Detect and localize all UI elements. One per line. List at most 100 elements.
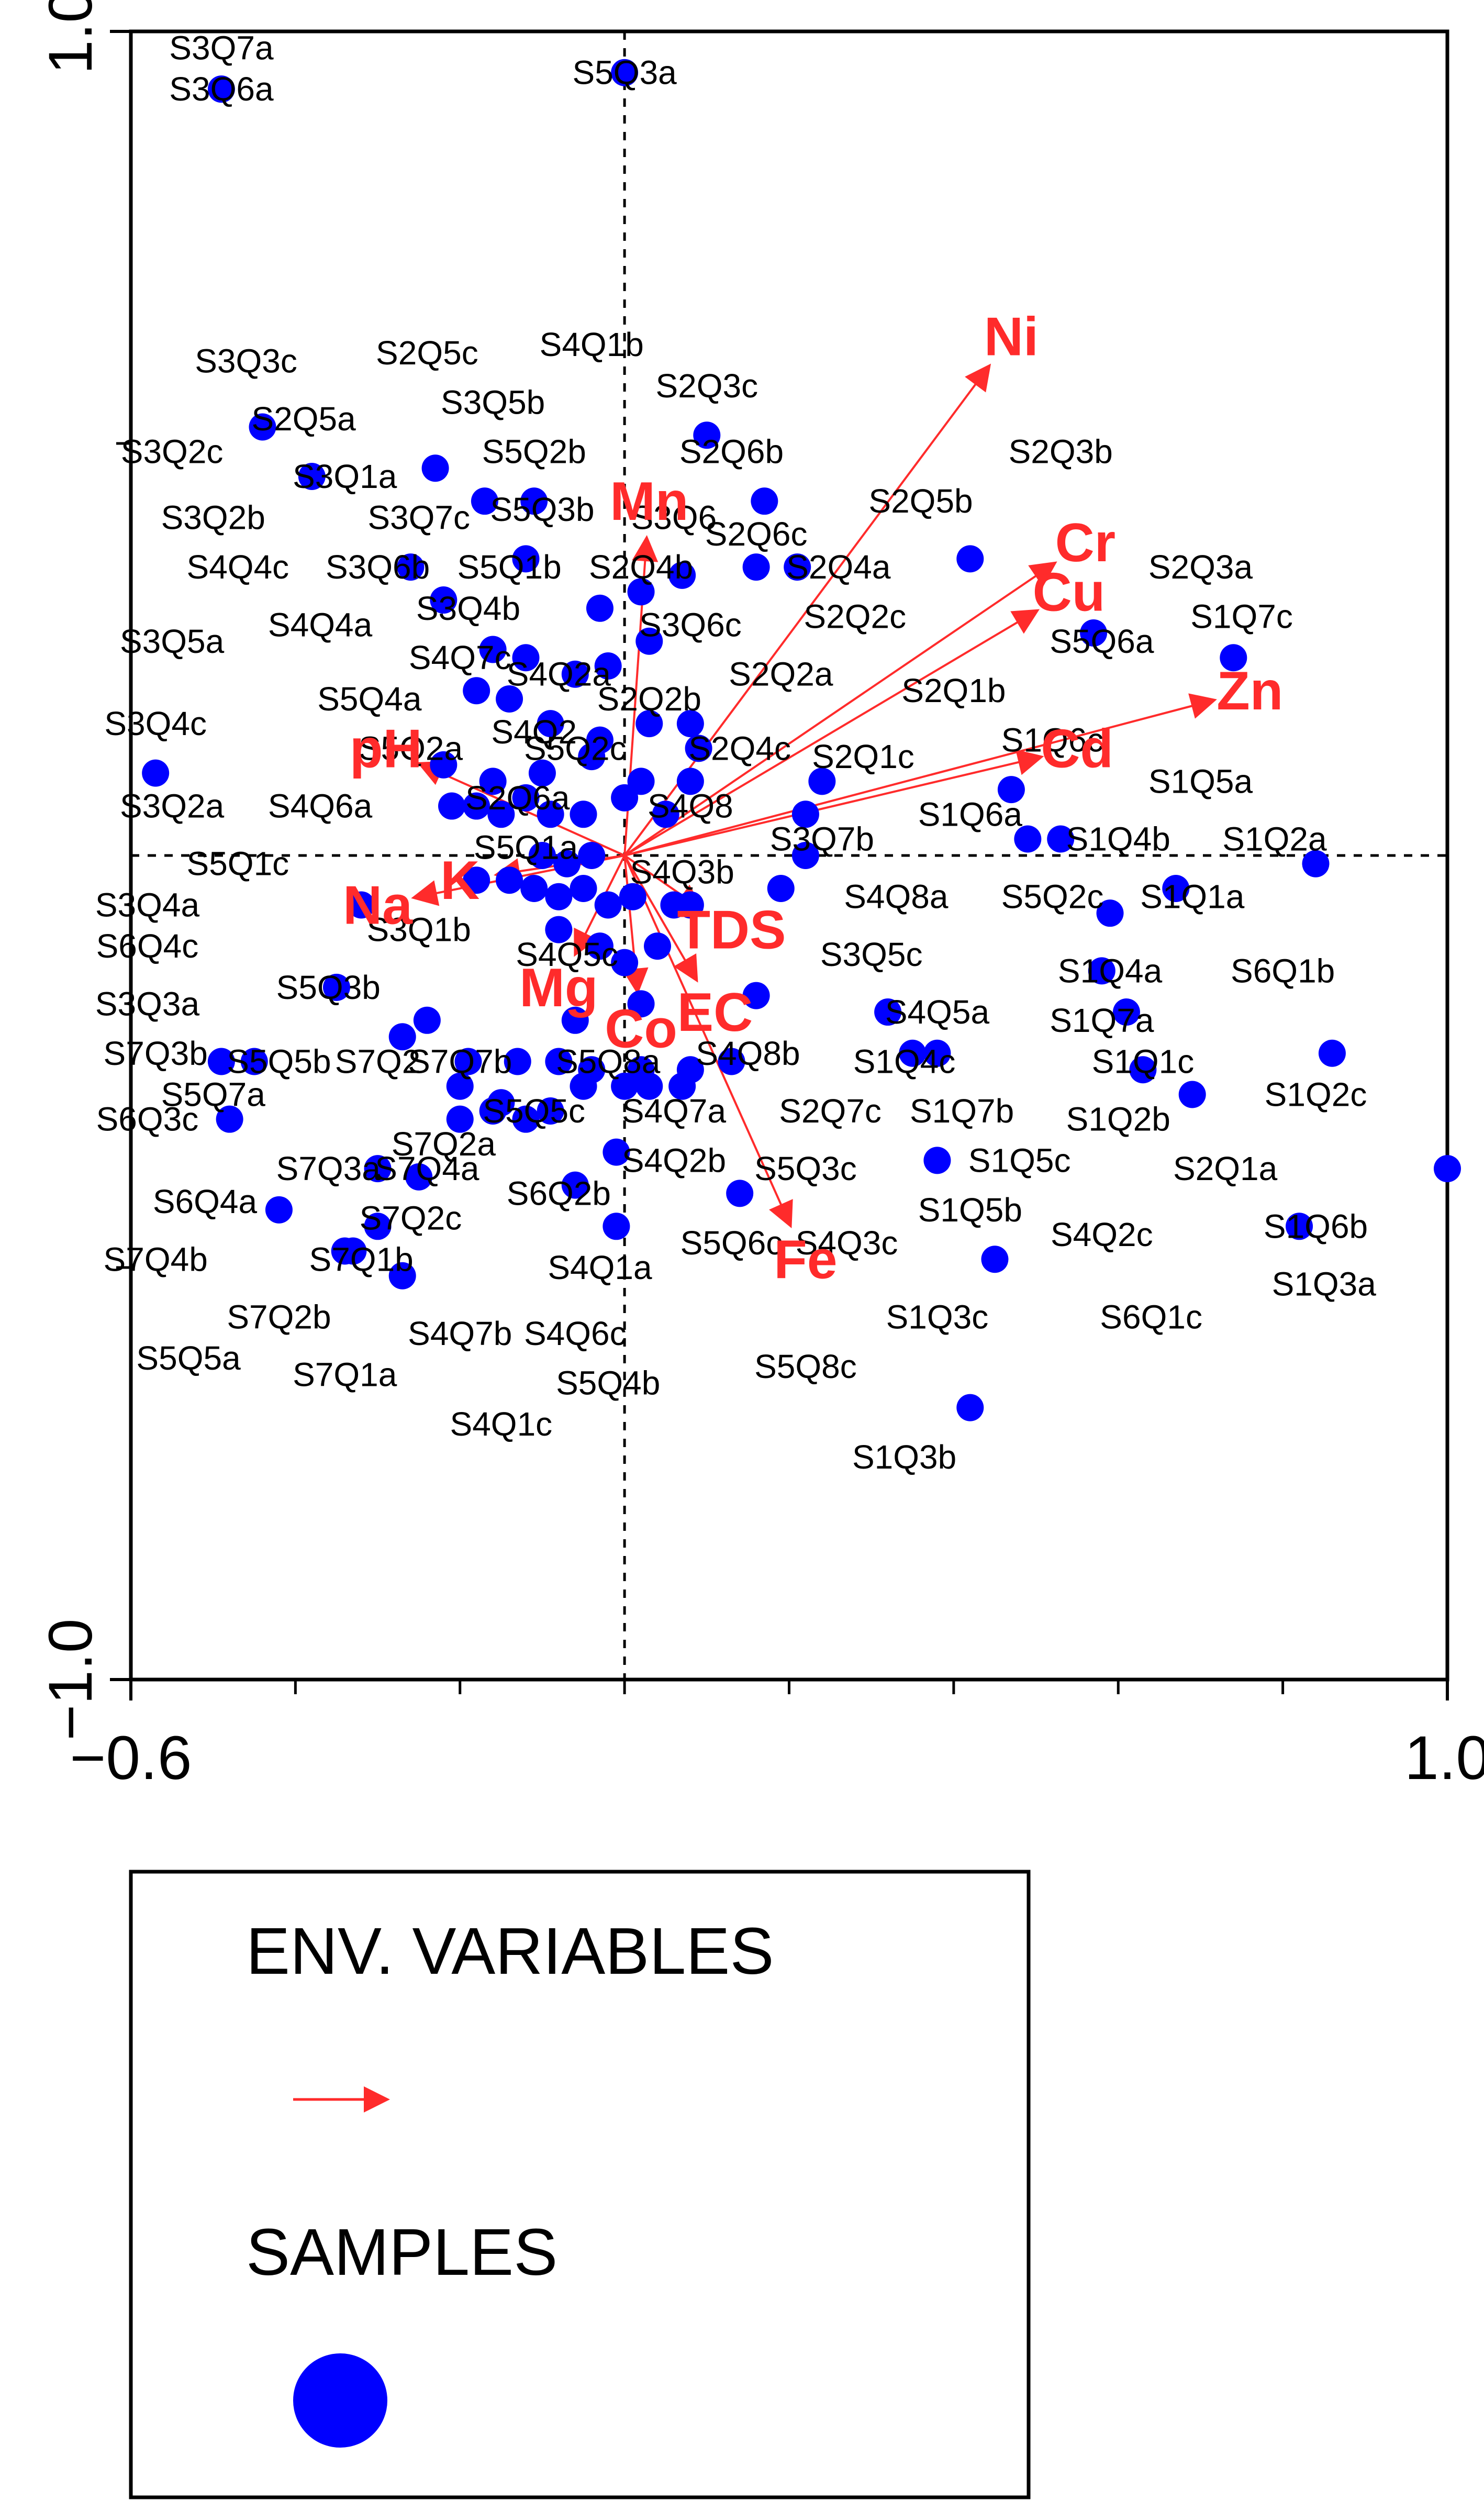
sample-label-s4q4a: S4Q4a — [268, 606, 373, 643]
env-arrow-ec — [623, 854, 698, 983]
sample-label-s4q8a: S4Q8a — [844, 878, 949, 916]
sample-label-s5q2c: S5Q2c — [1001, 878, 1104, 916]
env-arrow-zn — [624, 693, 1217, 857]
sample-label-s2q2c: S2Q2c — [804, 598, 906, 636]
sample-point — [322, 973, 350, 1001]
sample-point — [388, 1262, 416, 1290]
sample-point — [956, 1394, 984, 1421]
sample-label-s5q3b: S5Q3b — [490, 491, 594, 528]
sample-point — [627, 990, 655, 1018]
sample-point — [578, 842, 606, 869]
sample-label-s2q3c: S2Q3c — [655, 367, 758, 405]
sample-label-s4q2c: S4Q2c — [1051, 1216, 1153, 1253]
sample-label-s2q6c: S2Q6c — [705, 515, 808, 553]
sample-label-s4q2b: S4Q2b — [622, 1141, 726, 1179]
sample-label-s1q2c: S1Q2c — [1265, 1075, 1367, 1113]
sample-point — [207, 1048, 235, 1075]
sample-label-s7q2a: S7Q2a — [392, 1125, 496, 1163]
sample-point — [619, 883, 646, 910]
sample-label-s2q7c: S2Q7c — [779, 1092, 882, 1130]
sample-label-s2q6a: S2Q6a — [465, 779, 570, 817]
sample-label-s5q6a: S5Q6a — [1050, 623, 1154, 660]
sample-point — [454, 1048, 482, 1075]
sample-point — [751, 487, 778, 515]
sample-point — [808, 768, 836, 795]
env-label-ph: pH — [350, 718, 422, 779]
sample-point — [512, 644, 540, 672]
sample-label-s3q7a: S3Q7a — [169, 29, 274, 66]
sample-label-s2q1a: S2Q1a — [1173, 1150, 1278, 1187]
sample-point — [784, 553, 811, 581]
sample-label-s7q3b: S7Q3b — [104, 1035, 208, 1072]
sample-label-s7q4b: S7Q4b — [104, 1240, 208, 1278]
sample-label-s4q6c: S4Q6c — [524, 1315, 627, 1352]
sample-point — [1318, 1039, 1346, 1067]
sample-point — [1220, 644, 1247, 672]
sample-label-s1q7a: S1Q7a — [1050, 1002, 1154, 1039]
sample-label-s4q7b: S4Q7b — [408, 1315, 512, 1352]
sample-point — [611, 949, 639, 976]
sample-point — [430, 751, 458, 779]
sample-label-s5q7a: S5Q7a — [161, 1075, 266, 1113]
sample-point — [791, 842, 819, 869]
sample-label-s1q4c: S1Q4c — [853, 1043, 956, 1081]
sample-label-s6q4c: S6Q4c — [96, 927, 199, 965]
sample-point — [668, 1072, 696, 1100]
y-tick-label: −1.0 — [36, 1619, 105, 1741]
sample-label-s5q2a: S5Q2a — [359, 729, 463, 767]
sample-label-s2q3a: S2Q3a — [1148, 548, 1253, 586]
sample-label-s5q6c: S5Q6c — [680, 1224, 783, 1262]
sample-point — [1112, 998, 1140, 1026]
sample-label-s2q4c: S2Q4c — [688, 729, 791, 767]
sample-label-s7q4a: S7Q4a — [375, 1150, 479, 1187]
env-label-zn: Zn — [1217, 661, 1283, 721]
env-label-k: K — [440, 850, 479, 911]
env-label-ec: EC — [677, 982, 753, 1043]
sample-label-s2q5a: S2Q5a — [251, 400, 356, 438]
sample-point — [364, 1155, 392, 1183]
sample-point — [611, 1072, 639, 1100]
x-tick-label: 1.0 — [1404, 1724, 1484, 1793]
x-tick-label: −0.6 — [70, 1724, 192, 1793]
sample-label-s3q6a: S3Q6a — [169, 70, 274, 108]
sample-point — [545, 883, 573, 910]
sample-label-s3q4b: S3Q4b — [416, 590, 520, 627]
env-label-cr: Cr — [1055, 513, 1116, 573]
sample-label-s4q7c: S4Q7c — [409, 639, 511, 676]
sample-point — [1129, 1056, 1157, 1084]
sample-point — [463, 677, 490, 705]
sample-label-s5q5c: S5Q5c — [483, 1092, 585, 1130]
sample-label-s5q5a: S5Q5a — [136, 1339, 241, 1377]
sample-point — [421, 454, 449, 482]
sample-label-s1q7c: S1Q7c — [1190, 598, 1293, 636]
sample-label-s5q2b: S5Q2b — [482, 433, 586, 471]
sample-label-s1q1c: S1Q1c — [1092, 1043, 1195, 1081]
sample-label-s3q1b: S3Q1b — [367, 911, 471, 949]
sample-point — [726, 1180, 754, 1207]
legend: ENV. VARIABLES SAMPLES — [129, 1870, 1031, 2499]
sample-point — [216, 1105, 243, 1133]
sample-label-s4q7a: S4Q7a — [622, 1092, 727, 1130]
sample-point — [561, 660, 589, 688]
sample-label-s2q1c: S2Q1c — [812, 738, 914, 775]
sample-point — [1080, 619, 1108, 647]
sample-point — [528, 759, 556, 787]
env-arrow-fe — [623, 855, 793, 1228]
sample-point — [405, 1163, 433, 1191]
sample-point — [438, 792, 466, 820]
sample-point — [767, 874, 795, 902]
sample-point — [676, 891, 704, 919]
sample-label-s2q6b: S2Q6b — [679, 433, 784, 471]
sample-label-s3q6c: S3Q6c — [639, 606, 742, 643]
env-arrow-cd — [624, 749, 1044, 857]
sample-label-s3q5a: S3Q5a — [120, 623, 225, 660]
sample-label-s5q2c: S5Q2c — [524, 729, 627, 767]
sample-point — [553, 850, 581, 877]
sample-label-s4q2a: S4Q2a — [507, 655, 611, 693]
sample-point — [479, 636, 507, 663]
env-label-cd: Cd — [1041, 718, 1113, 779]
axis-ticks: −0.6 1.0 1.0 −1.0 — [36, 0, 1484, 1793]
sample-label-s5q4b: S5Q4b — [556, 1364, 660, 1402]
sample-label-s1q3a: S1Q3a — [1272, 1265, 1377, 1303]
